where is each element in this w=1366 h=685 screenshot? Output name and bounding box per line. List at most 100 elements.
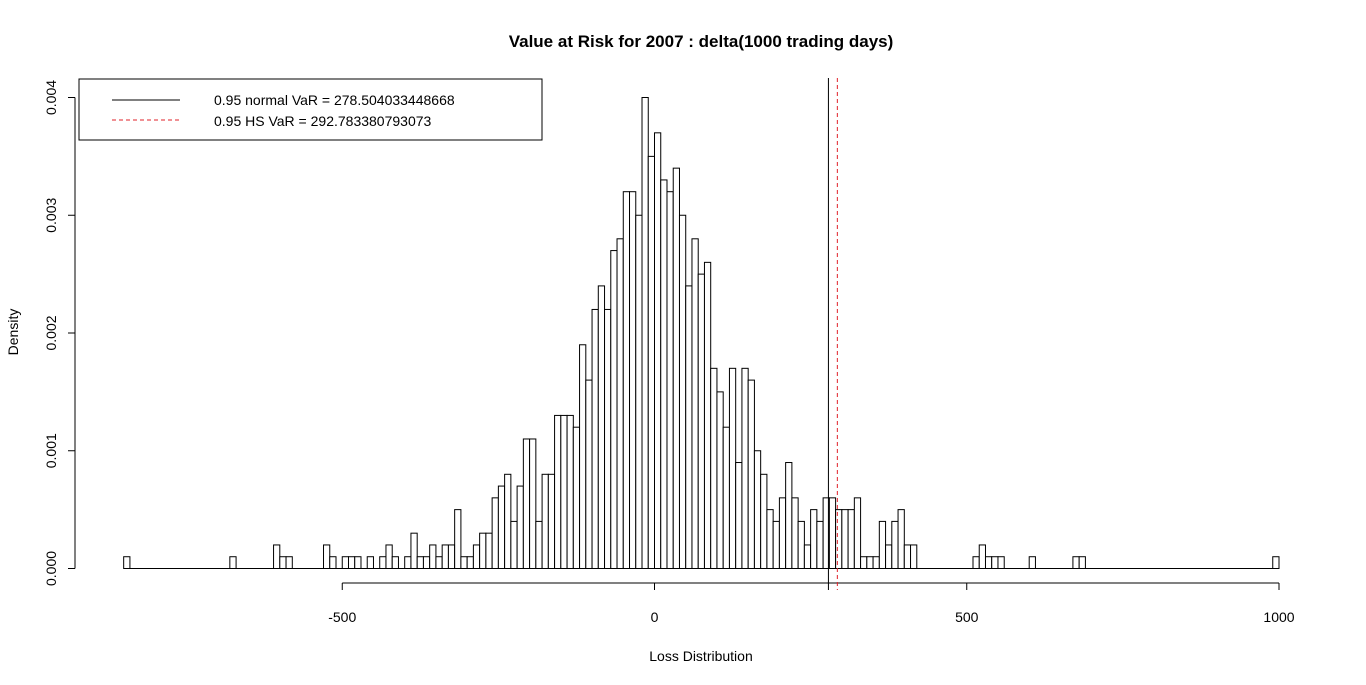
histogram-bar <box>716 391 724 569</box>
histogram-bar <box>385 544 393 570</box>
histogram-bar <box>416 556 424 569</box>
histogram-bar <box>610 250 618 569</box>
histogram-bar <box>841 509 849 569</box>
histogram-bar <box>810 509 818 569</box>
histogram-bar <box>816 520 824 570</box>
histogram-bar <box>279 556 287 569</box>
histogram-bar <box>666 191 674 569</box>
histogram-bar <box>984 556 993 569</box>
histogram-bar <box>604 308 612 569</box>
histogram-bar <box>616 238 624 570</box>
histogram-bar <box>285 556 293 569</box>
histogram-bar <box>123 556 131 569</box>
histogram-bar <box>828 497 837 570</box>
histogram-bar <box>472 544 481 570</box>
histogram-bar <box>678 214 687 569</box>
histogram-bar <box>379 556 387 569</box>
histogram-bar <box>1078 556 1086 569</box>
histogram-bar <box>404 556 412 569</box>
histogram-bar <box>772 520 780 570</box>
y-tick-label: 0.003 <box>43 198 59 233</box>
histogram-bar <box>491 497 499 570</box>
histogram-bar <box>903 544 912 570</box>
histogram-bar <box>860 556 868 569</box>
histogram-bar <box>329 556 337 569</box>
histogram-bar <box>273 544 281 570</box>
histogram-bar <box>641 97 649 569</box>
histogram-bar <box>391 556 399 569</box>
y-axis-label: Density <box>5 309 21 356</box>
legend-label-normal-var: 0.95 normal VaR = 278.504033448668 <box>214 92 455 108</box>
histogram-bar <box>735 462 743 569</box>
histogram-bars <box>123 97 1280 570</box>
histogram-bar <box>466 556 474 569</box>
histogram-bar <box>591 308 599 569</box>
histogram-bar <box>697 273 705 569</box>
histogram-bar <box>522 438 531 569</box>
histogram-bar <box>579 344 587 569</box>
histogram-bar <box>1272 556 1280 569</box>
histogram-bar <box>354 556 362 569</box>
histogram-bar <box>785 462 793 569</box>
x-tick-label: 0 <box>651 609 659 625</box>
histogram-bar <box>791 497 799 570</box>
y-tick-label: 0.002 <box>43 315 59 350</box>
histogram-bar <box>441 544 449 570</box>
histogram-bar <box>766 509 774 569</box>
histogram-bar <box>572 426 581 570</box>
x-axis: -500 0 500 1000 <box>328 582 1295 625</box>
histogram-bar <box>366 556 374 569</box>
histogram-bar <box>691 238 699 570</box>
histogram-bar <box>778 497 787 570</box>
histogram-bar <box>629 191 637 569</box>
histogram-bar <box>647 155 656 569</box>
legend: 0.95 normal VaR = 278.504033448668 0.95 … <box>78 78 543 141</box>
histogram-bar <box>541 473 549 569</box>
histogram-bar <box>485 532 493 569</box>
legend-box <box>78 78 543 141</box>
x-tick-label: -500 <box>328 609 356 625</box>
histogram-bar <box>435 556 443 569</box>
histogram-bar <box>1072 556 1080 569</box>
histogram-bar <box>454 509 462 569</box>
histogram-bar <box>866 556 874 569</box>
histogram-bar <box>741 367 749 570</box>
histogram-bar <box>516 485 524 570</box>
histogram-bar <box>891 520 899 570</box>
histogram-bar <box>991 556 999 569</box>
x-axis-label: Loss Distribution <box>649 648 753 664</box>
histogram-bar <box>429 544 437 570</box>
histogram-bar <box>229 556 237 569</box>
histogram-bar <box>910 544 918 570</box>
histogram-bar <box>710 367 718 570</box>
y-tick-label: 0.000 <box>43 551 59 586</box>
histogram-bar <box>972 556 980 569</box>
histogram-bar <box>410 532 418 569</box>
histogram-bar <box>547 473 556 569</box>
histogram-bar <box>447 544 456 570</box>
histogram-bar <box>753 450 762 569</box>
x-tick-label: 1000 <box>1263 609 1294 625</box>
histogram-bar <box>897 509 905 569</box>
histogram-bar <box>872 556 880 569</box>
histogram-bar <box>535 520 543 570</box>
histogram-bar <box>797 520 805 570</box>
histogram-bar <box>685 285 693 569</box>
histogram-bar <box>760 473 768 569</box>
histogram-bar <box>341 556 349 569</box>
histogram-bar <box>479 532 487 569</box>
histogram-bar <box>597 285 606 569</box>
chart-title: Value at Risk for 2007 : delta(1000 trad… <box>509 32 894 51</box>
histogram-bar <box>803 544 812 570</box>
histogram-bar <box>1028 556 1036 569</box>
histogram-bar <box>847 509 855 569</box>
histogram-bar <box>978 544 986 570</box>
histogram-bar <box>885 544 893 570</box>
histogram-bar <box>878 520 887 570</box>
histogram-bar <box>422 556 431 569</box>
histogram-bar <box>635 214 643 569</box>
histogram-bar <box>347 556 356 569</box>
histogram-bar <box>672 167 680 569</box>
histogram-bar <box>460 556 468 569</box>
